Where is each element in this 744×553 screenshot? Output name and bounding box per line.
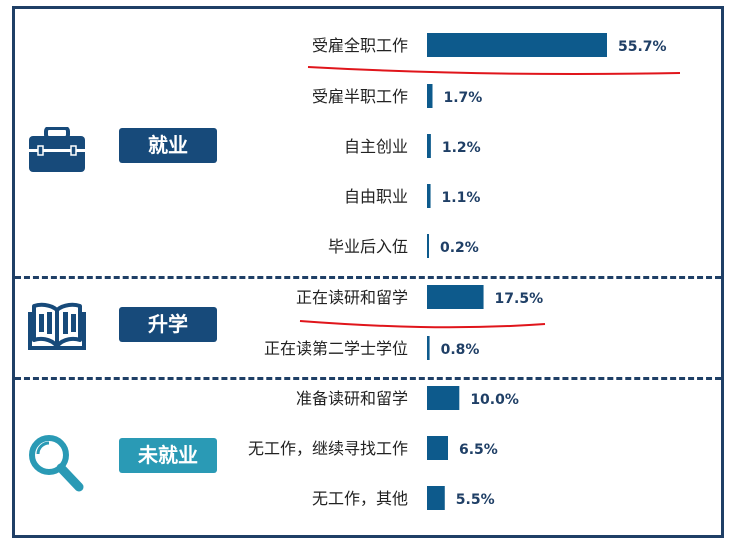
magnifier-icon (29, 435, 84, 492)
bar (427, 285, 484, 309)
group-divider-1 (15, 276, 721, 279)
bar (427, 184, 431, 208)
bar (427, 33, 607, 57)
group-badge-further-study: 升学 (119, 307, 217, 342)
category-label: 毕业后入伍 (328, 237, 408, 256)
value-label: 1.1% (442, 190, 481, 206)
value-label: 6.5% (459, 442, 498, 458)
category-label: 自由职业 (344, 187, 408, 206)
category-label: 正在读研和留学 (296, 288, 408, 307)
chart-frame (12, 6, 724, 538)
value-label: 5.5% (456, 492, 495, 508)
value-label: 55.7% (618, 39, 667, 55)
bar (427, 486, 445, 510)
bar (427, 84, 433, 108)
category-label: 无工作，其他 (312, 489, 408, 508)
bar (427, 436, 449, 460)
category-label: 无工作，继续寻找工作 (248, 439, 408, 458)
bar (427, 336, 430, 360)
value-label: 1.2% (442, 140, 481, 156)
category-label: 准备读研和留学 (296, 389, 408, 408)
briefcase-icon (29, 127, 85, 172)
group-divider-2 (15, 377, 721, 380)
value-label: 1.7% (443, 90, 482, 106)
group-badge-unemployed: 未就业 (119, 438, 217, 473)
bar (427, 134, 431, 158)
value-label: 10.0% (470, 392, 519, 408)
category-label: 正在读第二学士学位 (264, 339, 408, 358)
value-label: 0.2% (440, 240, 479, 256)
category-label: 受雇全职工作 (312, 36, 408, 55)
value-label: 0.8% (441, 342, 480, 358)
bar (427, 234, 429, 258)
bar (427, 386, 460, 410)
group-badge-employment: 就业 (119, 128, 217, 163)
annotation-underline-2 (299, 320, 546, 329)
value-label: 17.5% (495, 291, 544, 307)
category-label: 自主创业 (344, 137, 408, 156)
annotation-underline-1 (307, 66, 681, 76)
open-book-icon (28, 302, 86, 350)
category-label: 受雇半职工作 (312, 87, 408, 106)
